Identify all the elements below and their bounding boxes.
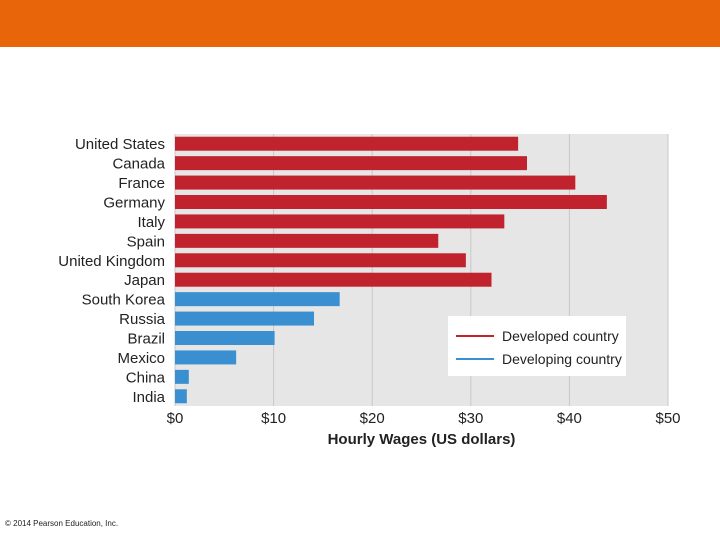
category-label-spain: Spain — [127, 233, 165, 250]
bar-germany — [175, 195, 607, 209]
category-label-italy: Italy — [137, 214, 165, 231]
bar-spain — [175, 233, 439, 248]
bar-france — [175, 175, 576, 190]
bar-russia — [175, 311, 315, 326]
legend: Developed country Developing country — [448, 316, 626, 376]
wage-chart: United States Canada France Germany Italy Spa… — [38, 128, 688, 450]
title-band — [0, 0, 720, 47]
bar-canada — [175, 156, 528, 171]
copyright-notice: © 2014 Pearson Education, Inc. — [5, 519, 119, 528]
category-label-india: India — [132, 389, 165, 406]
category-label-united-states: United States — [75, 136, 165, 153]
x-tick-label-1: $10 — [261, 410, 286, 427]
bar-chart-svg: United States Canada France Germany Italy Spa… — [38, 128, 688, 450]
bar-brazil — [175, 331, 275, 345]
x-tick-label-5: $50 — [655, 410, 680, 427]
legend-label-developed: Developed country — [502, 328, 619, 344]
legend-label-developing: Developing country — [502, 351, 622, 367]
category-label-south-korea: South Korea — [82, 292, 166, 309]
category-label-germany: Germany — [103, 195, 165, 212]
bar-mexico — [175, 350, 237, 365]
bar-south-korea — [175, 292, 340, 307]
x-tick-label-3: $30 — [458, 410, 483, 427]
x-tick-label-0: $0 — [167, 410, 184, 427]
x-tick-label-2: $20 — [360, 410, 385, 427]
x-axis-label: Hourly Wages (US dollars) — [328, 431, 516, 448]
bar-united-kingdom — [175, 253, 466, 268]
x-tick-label-4: $40 — [557, 410, 582, 427]
category-label-russia: Russia — [119, 311, 166, 328]
category-label-canada: Canada — [112, 156, 165, 173]
category-label-china: China — [126, 369, 166, 386]
bar-united-states — [175, 136, 519, 151]
category-label-mexico: Mexico — [117, 350, 165, 367]
category-label-japan: Japan — [124, 272, 165, 289]
bar-china — [175, 369, 189, 384]
category-label-france: France — [118, 175, 165, 192]
category-label-united-kingdom: United Kingdom — [58, 253, 165, 270]
bar-italy — [175, 214, 505, 229]
legend-box — [448, 316, 626, 376]
bar-india — [175, 389, 187, 404]
bar-japan — [175, 272, 492, 287]
category-label-brazil: Brazil — [127, 331, 165, 348]
